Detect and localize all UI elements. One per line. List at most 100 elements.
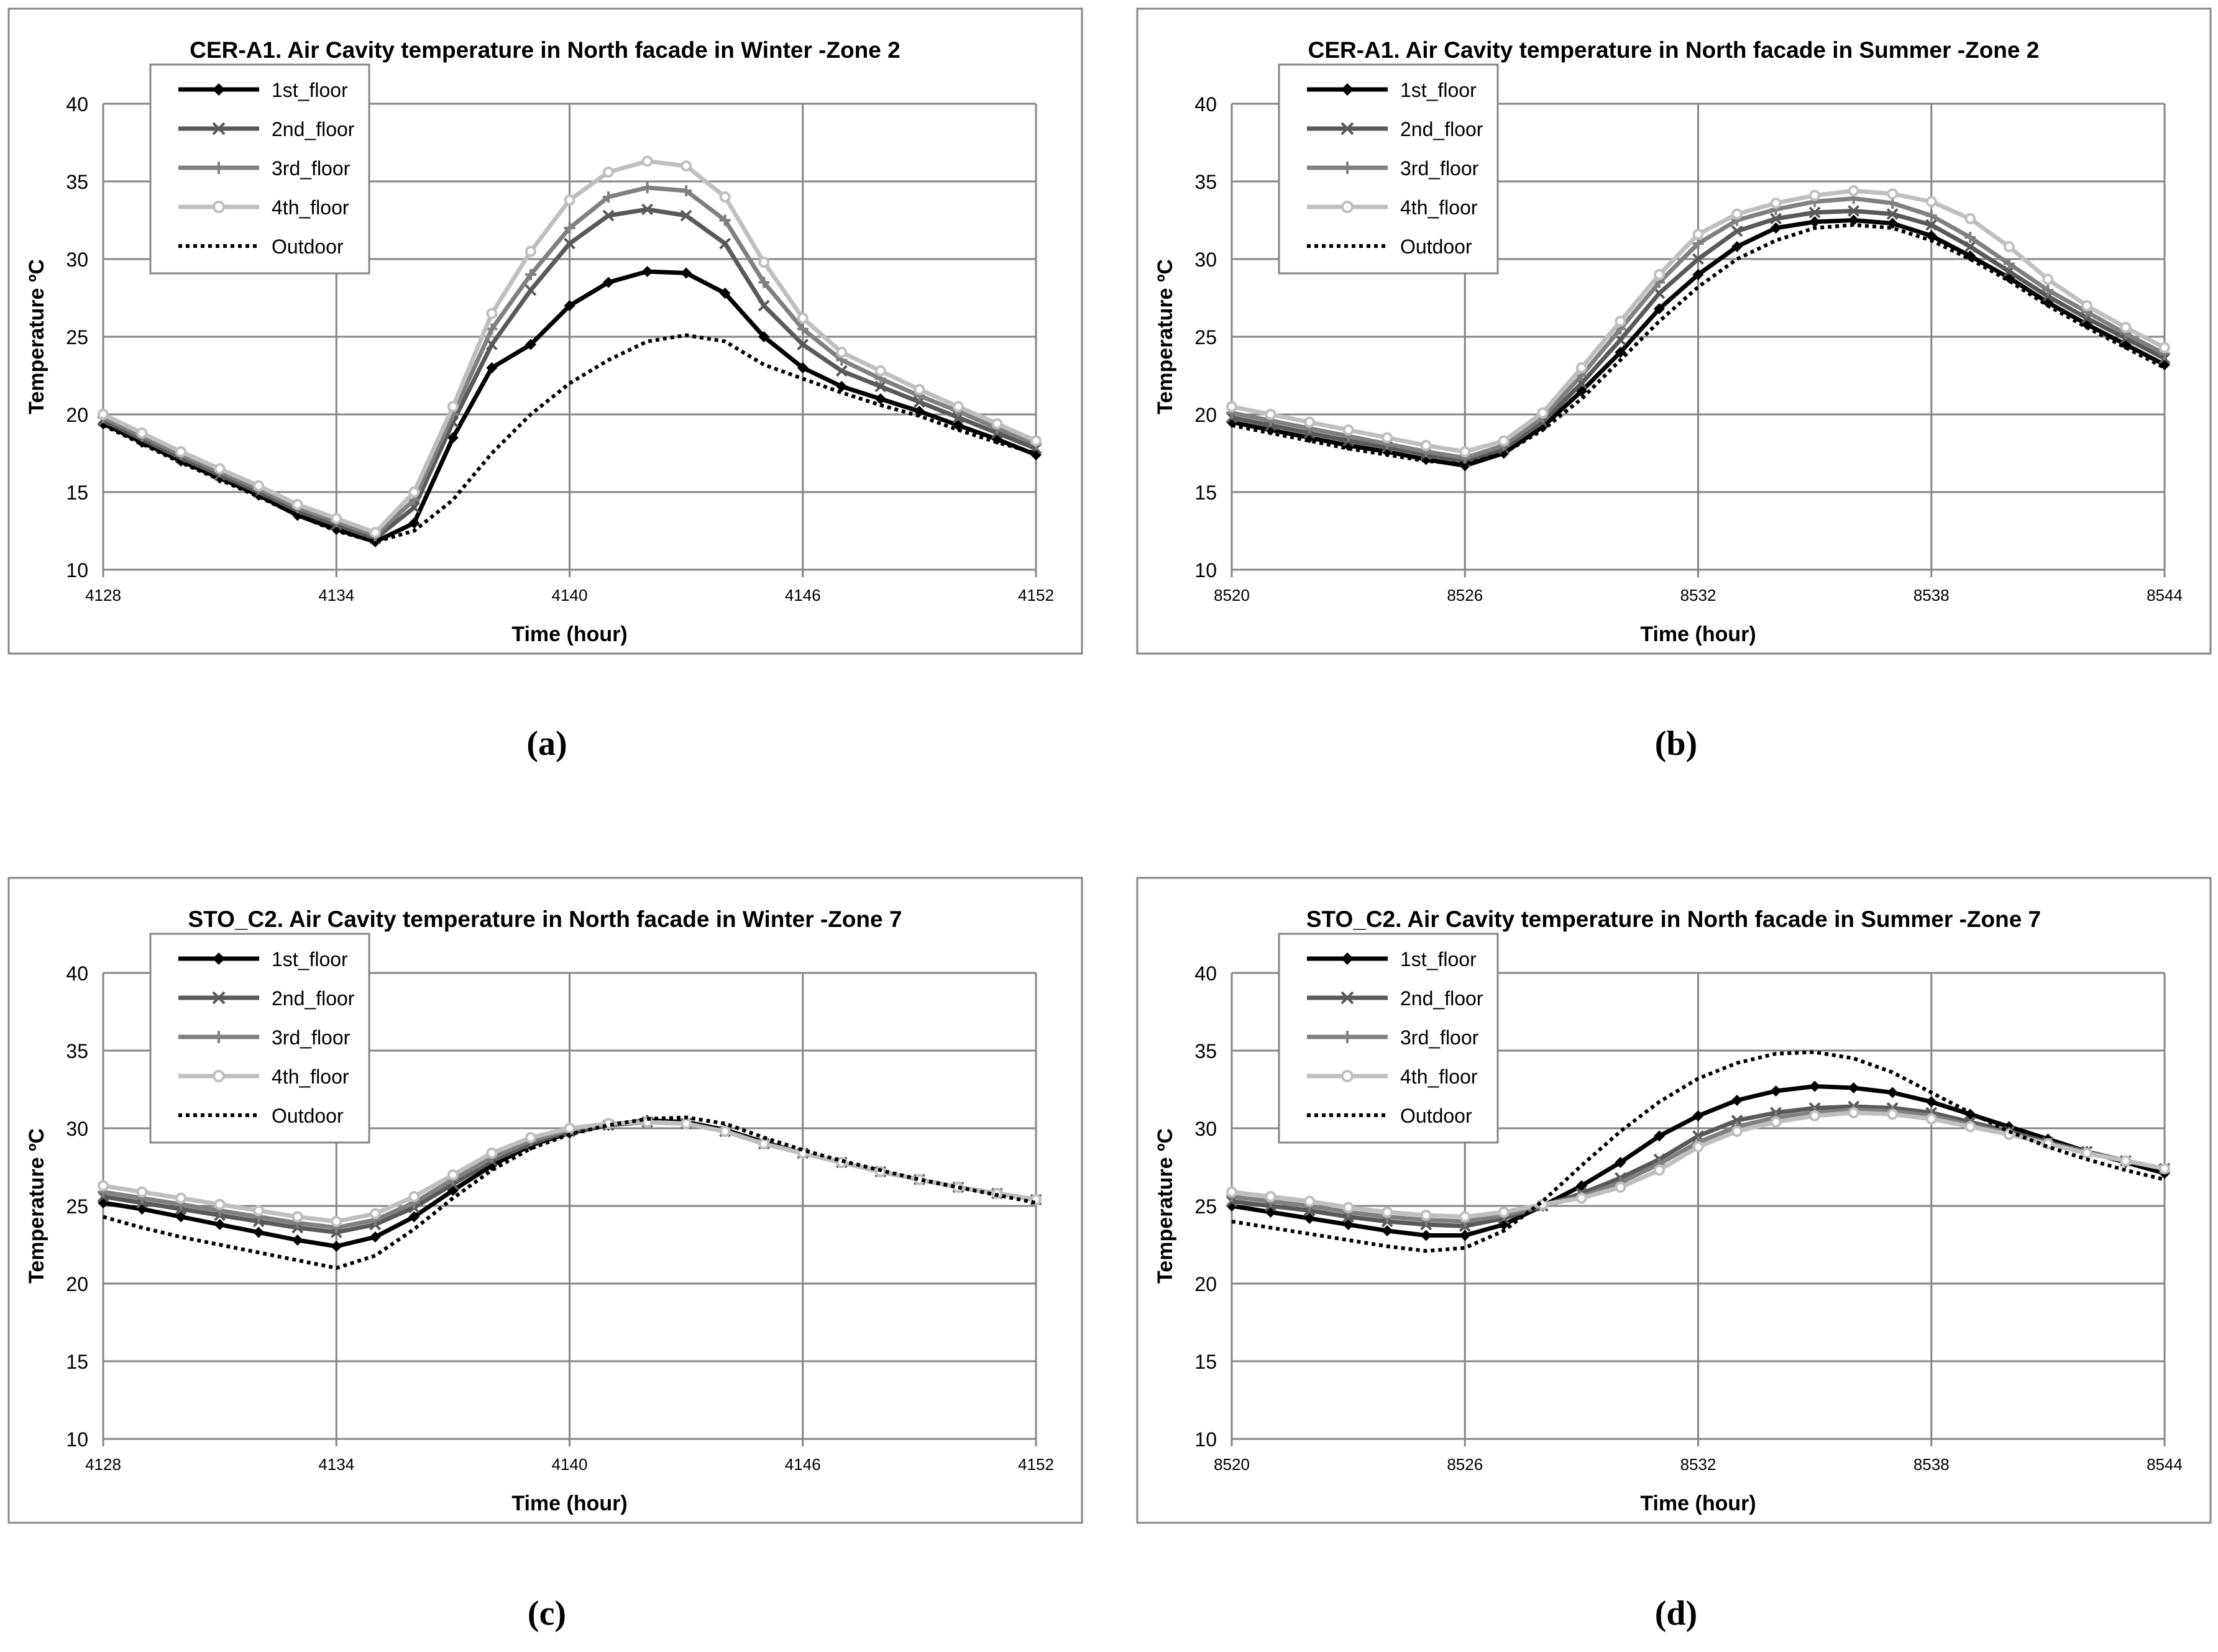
- legend-item-2nd-floor: 2nd_floor: [1307, 118, 1483, 140]
- data-point: [1265, 409, 1276, 420]
- legend-label: 4th_floor: [1400, 1066, 1478, 1088]
- data-point: [1459, 446, 1471, 457]
- data-point: [1304, 416, 1316, 428]
- chart-title: STO_C2. Air Cavity temperature in North …: [188, 906, 902, 932]
- x-axis-label: Time (hour): [1640, 1492, 1756, 1515]
- data-point: [1692, 253, 1704, 265]
- data-point: [758, 1138, 770, 1149]
- data-point: [681, 1118, 692, 1129]
- legend-label: Outdoor: [272, 1105, 344, 1127]
- series-line: [102, 333, 1037, 544]
- x-tick-label: 4152: [1018, 1455, 1054, 1474]
- data-point: [1770, 222, 1782, 234]
- data-point: [874, 393, 886, 404]
- data-point: [641, 182, 653, 193]
- legend-item-outdoor: Outdoor: [178, 235, 344, 258]
- legend-marker: [213, 162, 225, 174]
- data-point: [2159, 342, 2170, 354]
- data-point: [719, 191, 731, 203]
- data-point: [525, 1132, 536, 1143]
- chart-title: CER-A1. Air Cavity temperature in North …: [190, 37, 900, 63]
- data-point: [175, 1211, 187, 1223]
- y-tick-label: 20: [1194, 404, 1217, 426]
- x-tick-label: 8538: [1913, 586, 1950, 605]
- data-point: [291, 1234, 303, 1246]
- x-tick-label: 4134: [318, 586, 354, 605]
- data-point: [331, 513, 342, 524]
- series-4th-floor: [1226, 185, 2170, 457]
- data-point: [1653, 1164, 1665, 1176]
- y-axis-label: Temperature ºC: [1153, 259, 1177, 414]
- data-point: [1420, 440, 1432, 451]
- series-outdoor: [1231, 223, 2166, 466]
- data-point: [564, 237, 575, 250]
- legend-marker: [213, 952, 225, 965]
- data-point: [797, 362, 809, 373]
- data-point: [564, 194, 575, 206]
- legend-marker: [213, 201, 225, 213]
- data-point: [1731, 208, 1743, 220]
- data-point: [1770, 1116, 1782, 1128]
- data-point: [1692, 1141, 1704, 1152]
- legend-marker: [212, 991, 226, 1005]
- legend-item-3rd-floor: 3rd_floor: [1307, 157, 1479, 180]
- data-point: [1925, 1096, 1937, 1108]
- data-point: [1887, 1108, 1899, 1120]
- legend-label: 1st_floor: [272, 79, 348, 101]
- data-point: [1848, 185, 1859, 196]
- data-point: [797, 323, 809, 335]
- x-tick-label: 8544: [2147, 586, 2183, 605]
- legend-label: 3rd_floor: [1400, 157, 1479, 180]
- data-point: [641, 266, 653, 277]
- data-point: [1848, 205, 1860, 217]
- legend: 1st_floor 2nd_floor 3rd_floor 4th_floor Outd…: [1278, 933, 1499, 1144]
- y-tick-label: 40: [1194, 962, 1217, 985]
- data-point: [1964, 232, 1976, 243]
- series-4th-floor: [1226, 1107, 2170, 1223]
- data-point: [836, 347, 848, 358]
- y-axis-label: Temperature ºC: [1153, 1128, 1177, 1284]
- data-point: [603, 191, 615, 203]
- data-point: [1887, 198, 1899, 209]
- data-point: [836, 381, 848, 392]
- legend-label: 4th_floor: [272, 196, 349, 219]
- legend-label: 3rd_floor: [272, 1026, 351, 1049]
- data-point: [1848, 214, 1859, 226]
- y-tick-label: 35: [66, 1040, 88, 1062]
- data-point: [991, 418, 1003, 429]
- data-point: [525, 339, 536, 350]
- x-tick-label: 8532: [1680, 1455, 1716, 1474]
- legend-item-3rd-floor: 3rd_floor: [1307, 1026, 1479, 1049]
- data-point: [1420, 1230, 1432, 1241]
- y-tick-label: 30: [1194, 1118, 1217, 1140]
- data-point: [1731, 1126, 1743, 1137]
- legend-label: 2nd_floor: [272, 987, 355, 1010]
- data-point: [214, 1198, 226, 1210]
- data-point: [253, 1205, 265, 1216]
- data-point: [486, 308, 498, 319]
- series-outdoor: [1231, 1050, 2165, 1253]
- data-point: [952, 419, 964, 431]
- data-point: [2042, 285, 2054, 296]
- legend-label: 1st_floor: [1400, 79, 1477, 101]
- data-point: [486, 1148, 498, 1159]
- data-point: [641, 203, 653, 216]
- data-point: [369, 1208, 381, 1220]
- x-tick-label: 4146: [785, 1455, 821, 1474]
- y-tick-label: 10: [66, 559, 88, 582]
- data-point: [2003, 258, 2015, 270]
- y-tick-label: 15: [1194, 481, 1217, 504]
- data-point: [719, 214, 731, 226]
- data-point: [758, 331, 770, 342]
- data-point: [564, 300, 575, 311]
- data-point: [758, 276, 770, 288]
- data-point: [2081, 1148, 2092, 1159]
- data-point: [1382, 432, 1393, 444]
- data-point: [1498, 1207, 1510, 1218]
- data-point: [1848, 1082, 1859, 1093]
- chart-title: CER-A1. Air Cavity temperature in North …: [1308, 37, 2040, 63]
- legend-item-1st-floor: 1st_floor: [1307, 948, 1477, 970]
- y-tick-label: 30: [1194, 249, 1217, 271]
- legend-item-3rd-floor: 3rd_floor: [178, 1026, 351, 1049]
- data-point: [525, 284, 537, 296]
